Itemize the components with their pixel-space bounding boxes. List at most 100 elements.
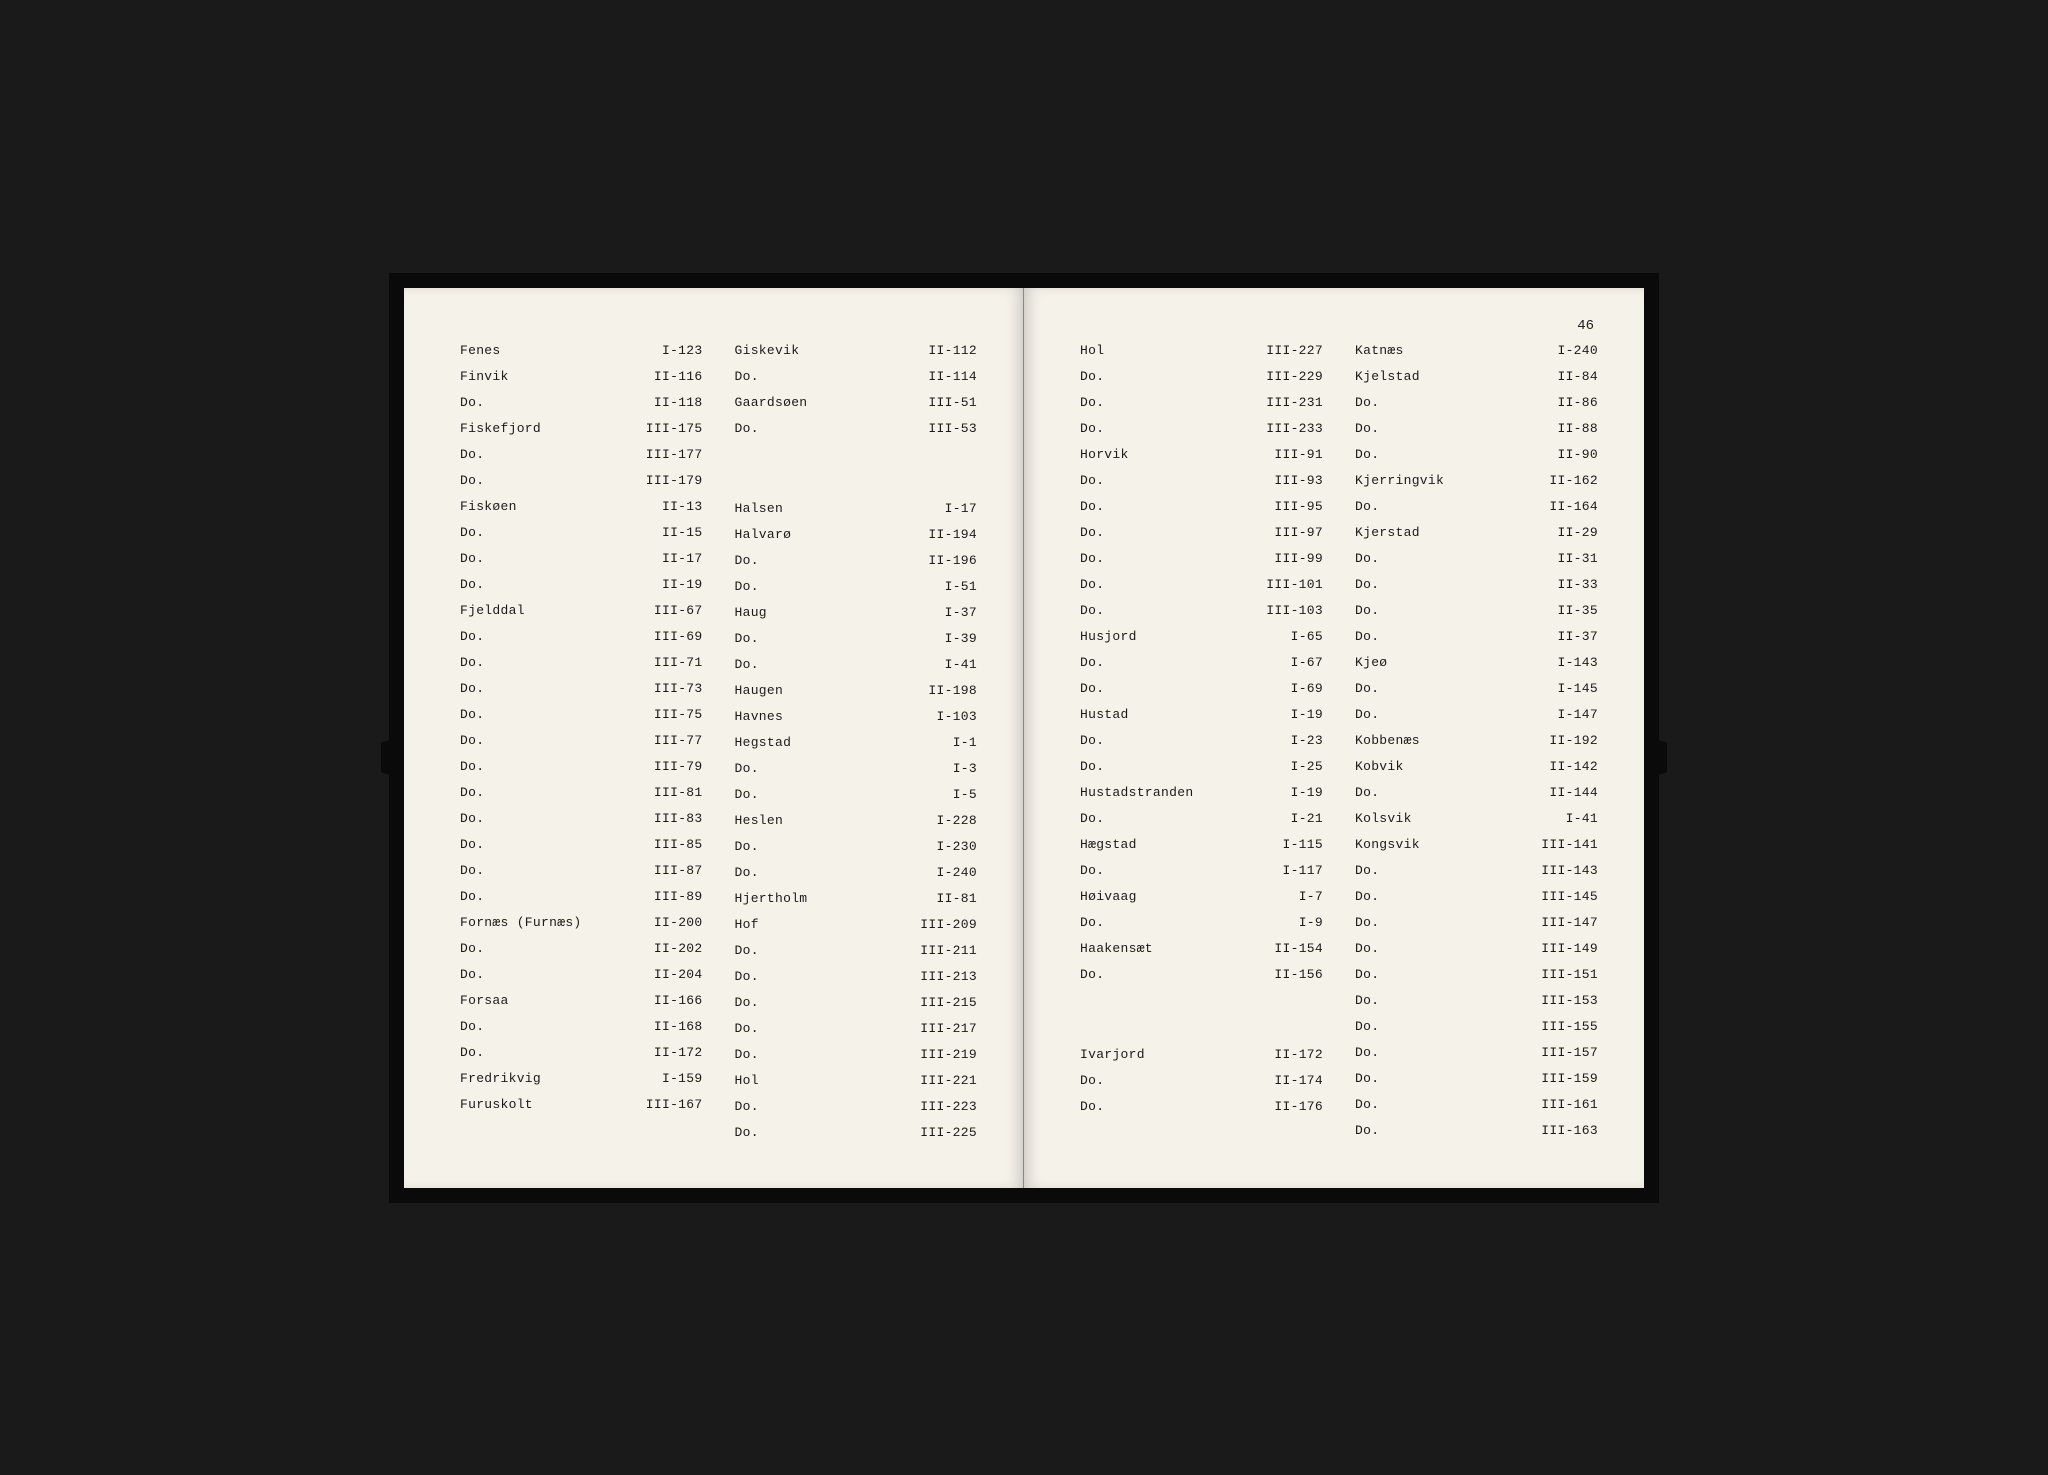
entry-reference: III-95 bbox=[1274, 500, 1329, 513]
entry-reference: I-25 bbox=[1291, 760, 1329, 773]
index-entry: HusjordI-65 bbox=[1074, 624, 1329, 650]
index-entry: Do.I-41 bbox=[729, 652, 984, 678]
index-entry: Do.I-51 bbox=[729, 574, 984, 600]
index-entry: KjerringvikII-162 bbox=[1349, 468, 1604, 494]
index-entry: HustadI-19 bbox=[1074, 702, 1329, 728]
entry-name: Hof bbox=[729, 918, 759, 931]
entry-name: Do. bbox=[1074, 760, 1104, 773]
entry-name: Furuskolt bbox=[454, 1098, 533, 1111]
entry-reference: III-215 bbox=[920, 996, 983, 1009]
index-entry: Do.I-117 bbox=[1074, 858, 1329, 884]
entry-name: Kjerringvik bbox=[1349, 474, 1444, 487]
index-entry: KjelstadII-84 bbox=[1349, 364, 1604, 390]
entry-name: Do. bbox=[1074, 396, 1104, 409]
index-entry: Do.I-39 bbox=[729, 626, 984, 652]
entry-reference: III-149 bbox=[1541, 942, 1604, 955]
index-entry: KobvikII-142 bbox=[1349, 754, 1604, 780]
entry-name: Do. bbox=[729, 866, 759, 879]
index-entry: Do.II-37 bbox=[1349, 624, 1604, 650]
entry-name: Fiskøen bbox=[454, 500, 517, 513]
entry-name: Do. bbox=[729, 370, 759, 383]
entry-name: Do. bbox=[1349, 500, 1379, 513]
entry-name: Do. bbox=[1349, 890, 1379, 903]
index-entry: HorvikIII-91 bbox=[1074, 442, 1329, 468]
entry-reference: I-41 bbox=[1566, 812, 1604, 825]
entry-spacer bbox=[1074, 988, 1329, 1015]
entry-reference: III-97 bbox=[1274, 526, 1329, 539]
index-entry: HeslenI-228 bbox=[729, 808, 984, 834]
entry-reference: I-1 bbox=[953, 736, 983, 749]
entry-name: Do. bbox=[454, 630, 484, 643]
left-columns: FenesI-123FinvikII-116Do.II-118Fiskefjor… bbox=[454, 338, 983, 1148]
index-entry: Do.II-114 bbox=[729, 364, 984, 390]
index-entry: HaugI-37 bbox=[729, 600, 984, 626]
index-entry: Do.I-21 bbox=[1074, 806, 1329, 832]
entry-reference: III-53 bbox=[928, 422, 983, 435]
entry-name: Do. bbox=[1074, 474, 1104, 487]
right-page: 46 HolIII-227Do.III-229Do.III-231Do.III-… bbox=[1024, 288, 1644, 1188]
entry-reference: III-147 bbox=[1541, 916, 1604, 929]
index-entry: Do.III-97 bbox=[1074, 520, 1329, 546]
entry-reference: II-81 bbox=[936, 892, 983, 905]
entry-reference: II-86 bbox=[1557, 396, 1604, 409]
entry-name: Do. bbox=[1349, 604, 1379, 617]
index-entry: Do.I-5 bbox=[729, 782, 984, 808]
entry-reference: II-15 bbox=[662, 526, 709, 539]
entry-name: Do. bbox=[729, 788, 759, 801]
entry-name: Fiskefjord bbox=[454, 422, 541, 435]
index-entry: Do. III-215 bbox=[729, 990, 984, 1016]
entry-reference: I-240 bbox=[1557, 344, 1604, 357]
index-entry: Do.III-143 bbox=[1349, 858, 1604, 884]
entry-reference: II-168 bbox=[654, 1020, 709, 1033]
index-entry: Do.III-231 bbox=[1074, 390, 1329, 416]
entry-reference: III-143 bbox=[1541, 864, 1604, 877]
index-entry: Do.III-77 bbox=[454, 728, 709, 754]
entry-name: Do. bbox=[729, 944, 759, 957]
entry-name: Do. bbox=[454, 812, 484, 825]
entry-name: Giskevik bbox=[729, 344, 800, 357]
entry-name: Do. bbox=[454, 1020, 484, 1033]
entry-name: Do. bbox=[1074, 370, 1104, 383]
entry-reference: II-29 bbox=[1557, 526, 1604, 539]
entry-reference: I-159 bbox=[662, 1072, 709, 1085]
entry-reference: III-177 bbox=[646, 448, 709, 461]
entry-name: Do. bbox=[454, 786, 484, 799]
index-entry: KobbenæsII-192 bbox=[1349, 728, 1604, 754]
index-entry: KjeøI-143 bbox=[1349, 650, 1604, 676]
entry-name: Do. bbox=[1349, 786, 1379, 799]
entry-reference: II-154 bbox=[1274, 942, 1329, 955]
entry-reference: II-194 bbox=[928, 528, 983, 541]
entry-name: Do. bbox=[1349, 448, 1379, 461]
entry-name: Hjertholm bbox=[729, 892, 808, 905]
index-entry: Do.I-145 bbox=[1349, 676, 1604, 702]
index-entry: Do.II-19 bbox=[454, 572, 709, 598]
entry-reference: I-123 bbox=[662, 344, 709, 357]
index-entry: FenesI-123 bbox=[454, 338, 709, 364]
entry-name: Do. bbox=[729, 1126, 759, 1139]
entry-reference: III-73 bbox=[654, 682, 709, 695]
index-entry: Do.III-79 bbox=[454, 754, 709, 780]
entry-reference: I-115 bbox=[1282, 838, 1329, 851]
index-entry: Do.III-145 bbox=[1349, 884, 1604, 910]
index-entry: Do.III-159 bbox=[1349, 1066, 1604, 1092]
index-entry: Do.III-219 bbox=[729, 1042, 984, 1068]
entry-name: Havnes bbox=[729, 710, 784, 723]
entry-name: Do. bbox=[454, 448, 484, 461]
entry-name: Do. bbox=[454, 552, 484, 565]
index-entry: Do.III-103 bbox=[1074, 598, 1329, 624]
entry-name: Do. bbox=[1074, 812, 1104, 825]
entry-name: Do. bbox=[1349, 1124, 1379, 1137]
index-entry: Do.III-153 bbox=[1349, 988, 1604, 1014]
index-entry: Do.III-151 bbox=[1349, 962, 1604, 988]
entry-name: Do. bbox=[729, 996, 759, 1009]
entry-reference: III-221 bbox=[920, 1074, 983, 1087]
index-entry: FiskefjordIII-175 bbox=[454, 416, 709, 442]
index-entry: HaakensætII-154 bbox=[1074, 936, 1329, 962]
index-entry: GiskevikII-112 bbox=[729, 338, 984, 364]
index-entry: Do.II-90 bbox=[1349, 442, 1604, 468]
index-entry: HaugenII-198 bbox=[729, 678, 984, 704]
entry-name: Gaardsøen bbox=[729, 396, 808, 409]
index-entry: Do. III-177 bbox=[454, 442, 709, 468]
index-entry: Do.III-211 bbox=[729, 938, 984, 964]
entry-name: Do. bbox=[1349, 916, 1379, 929]
